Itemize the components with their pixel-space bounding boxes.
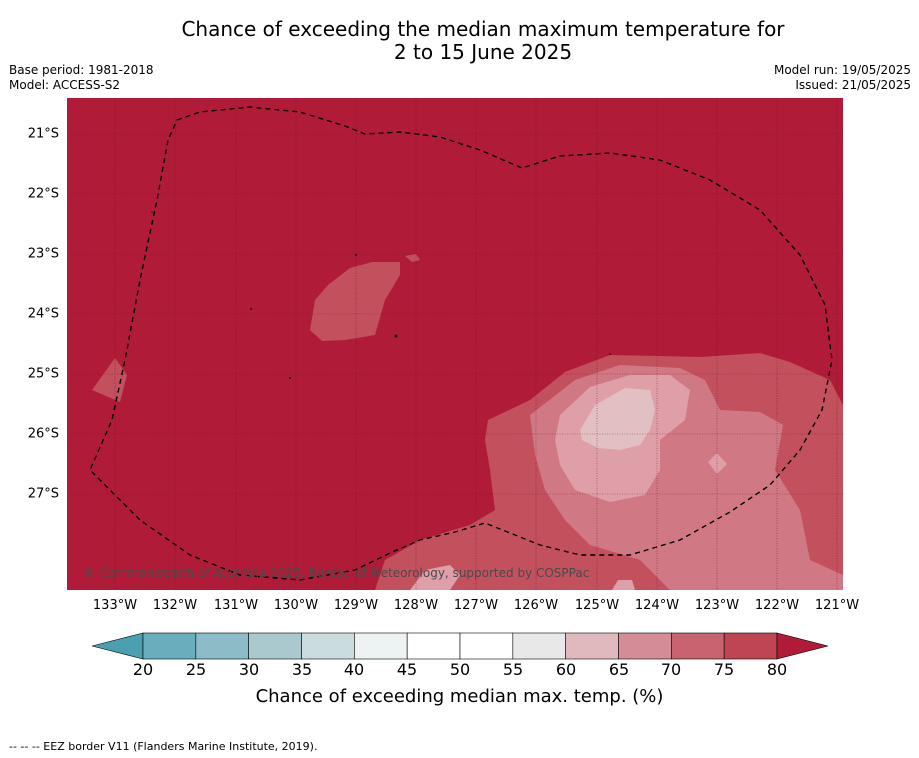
title-line-2: 2 to 15 June 2025 <box>393 40 573 64</box>
lat-label-21s: 21°S <box>27 126 59 142</box>
colorbar-tick-30: 30 <box>238 660 260 679</box>
map-panel <box>67 98 843 590</box>
eez-legend-note: -- -- -- EEZ border V11 (Flanders Marine… <box>9 740 318 753</box>
model-name: Model: ACCESS-S2 <box>9 78 121 92</box>
colorbar-tick-55: 55 <box>502 660 524 679</box>
model-run: Model run: 19/05/2025 <box>773 63 911 77</box>
colorbar-tick-25: 25 <box>185 660 207 679</box>
lon-label-131w: 131°W <box>213 598 259 613</box>
colorbar-arrow-low <box>91 632 144 660</box>
map-title: Chance of exceeding the median maximum t… <box>0 18 919 64</box>
colorbar-segment <box>723 632 778 660</box>
lon-label-129w: 129°W <box>333 598 379 613</box>
lon-label-132w: 132°W <box>152 598 198 613</box>
colorbar-segment <box>512 632 566 660</box>
colorbar-segment <box>301 632 355 660</box>
colorbar-segment <box>354 632 408 660</box>
colorbar-segment <box>671 632 725 660</box>
contour-65-small <box>708 453 727 474</box>
colorbar-tick-50: 50 <box>449 660 471 679</box>
lat-label-24s: 24°S <box>27 306 59 322</box>
contour-75-center <box>310 262 400 341</box>
lat-label-27s: 27°S <box>27 486 59 502</box>
gridlines <box>67 98 843 590</box>
lon-label-128w: 128°W <box>393 598 439 613</box>
colorbar-tick-60: 60 <box>555 660 577 679</box>
title-line-1: Chance of exceeding the median maximum t… <box>181 17 785 41</box>
meta-right: Model run: 19/05/2025 Issued: 21/05/2025 <box>774 63 911 93</box>
base-period: Base period: 1981-2018 <box>9 63 154 77</box>
lon-label-127w: 127°W <box>453 598 499 613</box>
meta-left: Base period: 1981-2018 Model: ACCESS-S2 <box>9 63 154 93</box>
lat-label-26s: 26°S <box>27 426 59 442</box>
colorbar-segment <box>459 632 514 660</box>
colorbar-segment <box>248 632 302 660</box>
map-credit: © Commonwealth of Australia 2025, Bureau… <box>84 566 590 580</box>
lat-label-23s: 23°S <box>27 246 59 262</box>
colorbar-segment <box>142 632 197 660</box>
lon-label-121w: 121°W <box>814 598 860 613</box>
lat-label-25s: 25°S <box>27 366 59 382</box>
colorbar <box>91 632 829 660</box>
colorbar-tick-70: 70 <box>660 660 682 679</box>
contour-65-sw <box>410 565 460 590</box>
issued-date: Issued: 21/05/2025 <box>795 78 911 92</box>
lon-label-122w: 122°W <box>754 598 800 613</box>
eez-border <box>89 106 833 581</box>
lon-label-130w: 130°W <box>273 598 319 613</box>
lat-label-22s: 22°S <box>27 186 59 202</box>
colorbar-tick-40: 40 <box>343 660 365 679</box>
colorbar-tick-35: 35 <box>291 660 313 679</box>
lon-label-126w: 126°W <box>513 598 559 613</box>
colorbar-tick-80: 80 <box>766 660 788 679</box>
lon-label-133w: 133°W <box>92 598 138 613</box>
islands <box>139 211 611 379</box>
colorbar-tick-20: 20 <box>132 660 154 679</box>
colorbar-arrow-high <box>776 632 829 660</box>
lon-label-124w: 124°W <box>634 598 680 613</box>
lon-label-123w: 123°W <box>694 598 740 613</box>
colorbar-segment <box>195 632 249 660</box>
colorbar-tick-45: 45 <box>396 660 418 679</box>
colorbar-segment <box>618 632 672 660</box>
contour-65-south <box>612 580 635 590</box>
colorbar-tick-65: 65 <box>608 660 630 679</box>
contour-60 <box>580 388 655 450</box>
colorbar-segment <box>406 632 461 660</box>
colorbar-label: Chance of exceeding median max. temp. (%… <box>255 686 664 707</box>
colorbar-tick-75: 75 <box>713 660 735 679</box>
colorbar-segment <box>565 632 619 660</box>
lon-label-125w: 125°W <box>574 598 620 613</box>
